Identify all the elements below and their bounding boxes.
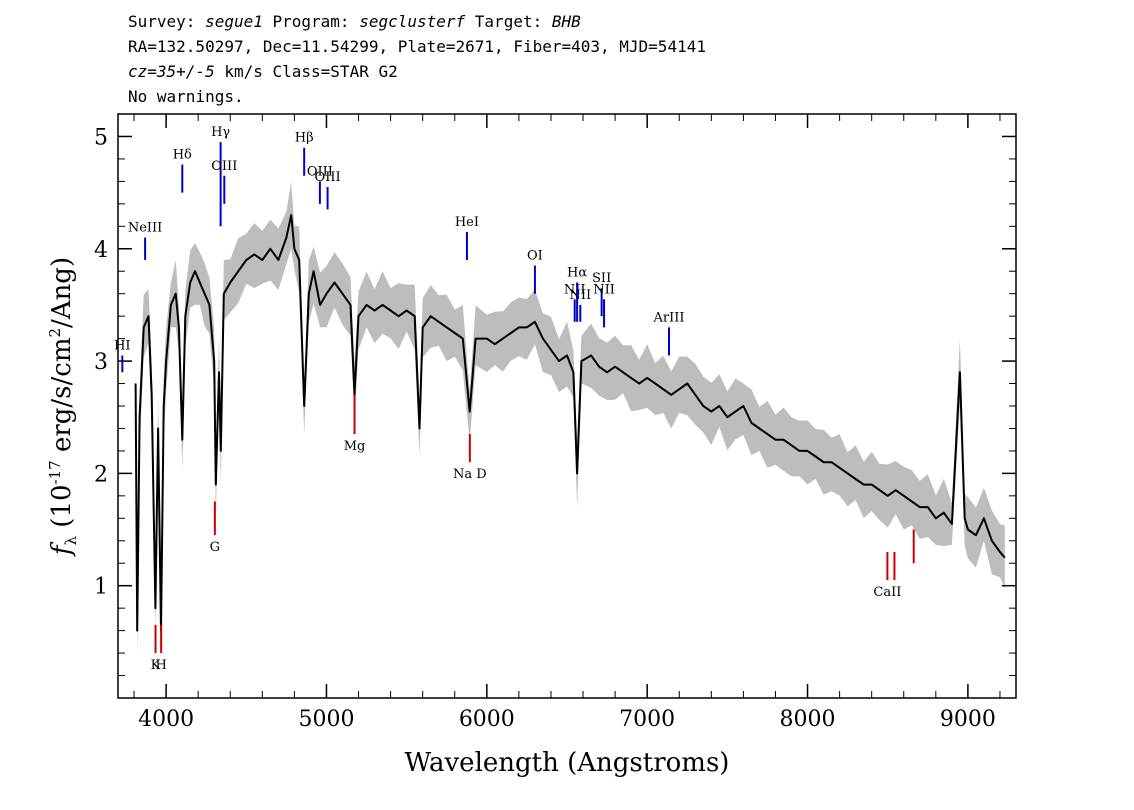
emission-line-label: NeIII — [128, 221, 162, 236]
emission-line-label: Hα — [567, 265, 587, 280]
absorption-line-label: Na D — [453, 467, 487, 482]
x-axis-title: Wavelength (Angstroms) — [405, 748, 730, 778]
x-tick-label: 8000 — [780, 707, 836, 732]
x-tick-label: 5000 — [298, 707, 354, 732]
header-line-3: cz=35+/-5 km/s Class=STAR G2 — [128, 62, 398, 82]
emission-line-label: ArIII — [652, 310, 684, 325]
x-tick-label: 7000 — [619, 707, 675, 732]
header-target-value: BHB — [551, 12, 581, 31]
emission-line-label: Hδ — [173, 148, 192, 163]
x-tick-label: 9000 — [940, 707, 996, 732]
absorption-line-label: CaII — [873, 585, 901, 600]
spectrum-layer — [134, 214, 1006, 632]
emission-line-label: OIII — [315, 170, 341, 185]
absorption-line-label: Mg — [344, 439, 366, 454]
header-target-label: Target: — [465, 12, 552, 31]
header-class-text: km/s Class=STAR G2 — [214, 62, 398, 81]
x-tick-label: 6000 — [459, 707, 515, 732]
x-tick-label: 4000 — [138, 707, 194, 732]
absorption-line-label: K — [151, 658, 161, 673]
header-survey-value: segue1 — [205, 12, 263, 31]
absorption-line-label: H — [155, 658, 166, 673]
header-cz-value: cz=35+/-5 — [128, 62, 215, 81]
y-tick-label: 3 — [94, 350, 108, 375]
spectral-lines-layer: HINeIIIHδHγOIIIHβOIIIOIIIHeIOINIIHαNIISI… — [114, 125, 915, 673]
y-tick-label: 5 — [94, 125, 108, 150]
emission-line-label: OI — [527, 249, 543, 264]
y-tick-label: 4 — [94, 238, 108, 263]
header-line-1: Survey: segue1 Program: segclusterf Targ… — [128, 12, 581, 32]
header-line-4: No warnings. — [128, 87, 244, 106]
emission-line-label: HeI — [455, 215, 479, 230]
emission-line-label: Hβ — [295, 131, 314, 146]
header-program-value: segclusterf — [359, 12, 466, 31]
plot-frame — [117, 113, 1017, 699]
emission-line-label: OIII — [307, 164, 333, 179]
header-line-2: RA=132.50297, Dec=11.54299, Plate=2671, … — [128, 37, 706, 56]
emission-line-label: NII — [569, 288, 591, 303]
absorption-line-label: G — [210, 540, 220, 555]
emission-line-label: NII — [564, 282, 586, 297]
axis-ticks-layer: 4000 5000 6000 7000 8000 9000 1 2 3 4 5 — [94, 114, 1016, 732]
emission-line-label: Hγ — [211, 125, 230, 140]
emission-line-label: SII — [592, 271, 611, 286]
emission-line-label: OIII — [211, 159, 237, 174]
y-tick-label: 2 — [94, 462, 108, 487]
header-program-label: Program: — [262, 12, 360, 31]
y-tick-label: 1 — [94, 575, 108, 600]
y-axis-title: fλ (10-17 erg/s/cm2/Ang) — [46, 257, 80, 557]
spectrum-line — [134, 214, 1006, 632]
emission-line-label: HI — [114, 338, 130, 353]
emission-line-label: NII — [593, 282, 615, 297]
header-survey-label: Survey: — [128, 12, 206, 31]
